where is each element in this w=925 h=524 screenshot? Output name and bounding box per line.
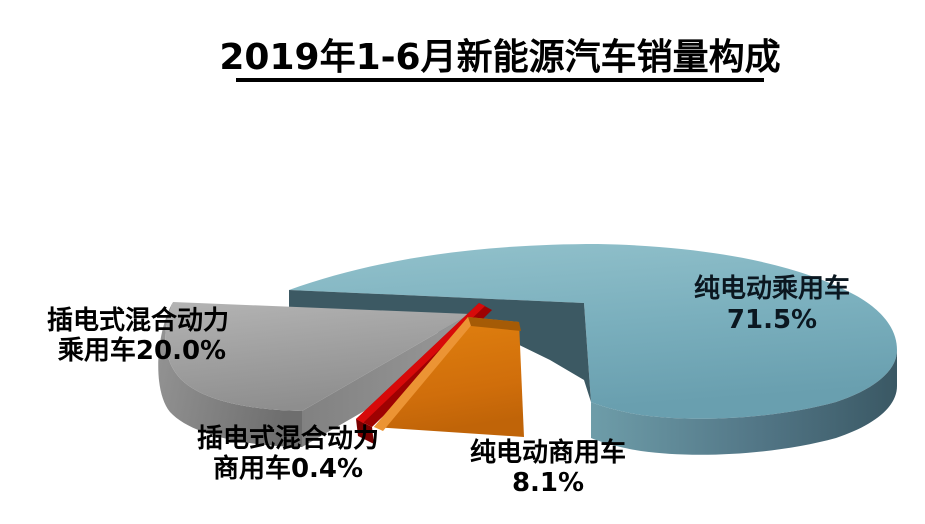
slice-phev-commercial-highlight <box>356 303 485 423</box>
label-phev-commercial-name: 插电式混合动力 <box>197 423 379 454</box>
label-phev-commercial-value: 商用车0.4% <box>213 453 363 484</box>
slice-phev-passenger-top <box>165 302 470 411</box>
slice-pure-ev-passenger-top <box>289 244 897 419</box>
slice-pure-ev-passenger-side <box>591 350 897 455</box>
label-pure-ev-passenger-value: 71.5% <box>727 305 817 335</box>
label-pure-ev-commercial-value: 8.1% <box>512 468 584 498</box>
chart-title-underline <box>236 78 764 82</box>
slice-pure-ev-commercial-topface <box>468 317 521 331</box>
chart-title: 2019年1-6月新能源汽车销量构成 <box>219 37 780 78</box>
label-pure-ev-passenger-name: 纯电动乘用车 <box>694 273 850 304</box>
slice-pure-ev-commercial-highlight <box>374 317 474 431</box>
label-phev-passenger-name: 插电式混合动力 <box>47 305 229 336</box>
label-phev-passenger-value: 乘用车20.0% <box>57 335 226 366</box>
slice-phev-passenger-cutface <box>302 314 470 447</box>
slice-pure-ev-commercial-body <box>374 317 524 437</box>
label-pure-ev-commercial-name: 纯电动商用车 <box>470 437 626 468</box>
slice-phev-commercial-bottom <box>356 419 374 444</box>
slice-phev-passenger-side <box>158 302 302 447</box>
